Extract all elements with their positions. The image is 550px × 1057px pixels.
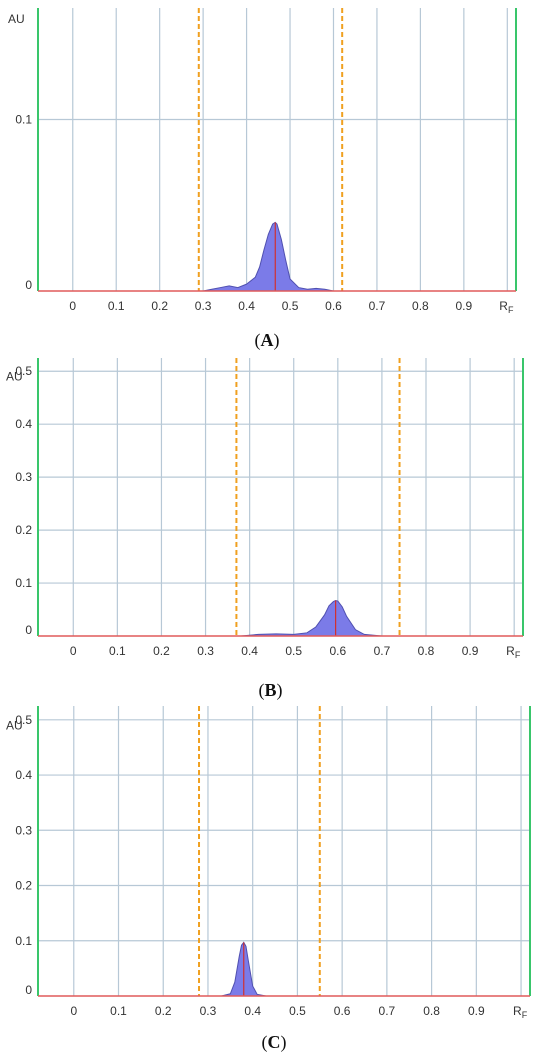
- x-tick-label: 0.5: [282, 299, 299, 313]
- y-tick-label: 0.2: [15, 523, 32, 537]
- x-tick-label: 0: [70, 644, 77, 658]
- chart-panel-c: 0 0.1 0.2 0.3 0.4 0.5 0.6 0.7 0.8 0.9 RF 0 0.1 0.2 0.3…: [6, 706, 531, 1053]
- y-tick-label: 0.5: [15, 713, 32, 727]
- panel-label-letter: A: [261, 330, 274, 350]
- x-axis-unit-label: RF: [499, 299, 514, 315]
- x-axis-unit-subscript: F: [508, 305, 514, 315]
- x-tick-label: 0.2: [155, 1004, 172, 1018]
- x-tick-label: 0.7: [374, 644, 391, 658]
- x-tick-label: 0.5: [285, 644, 302, 658]
- peak-area: [203, 221, 334, 292]
- x-tick-label: 0.9: [468, 1004, 485, 1018]
- y-axis-unit-label: AU: [8, 12, 25, 26]
- panel-label-open-paren: (: [258, 680, 264, 701]
- x-tick-label: 0.4: [241, 644, 258, 658]
- y-tick-label: 0.4: [15, 768, 32, 782]
- x-tick-label: 0: [70, 1004, 77, 1018]
- x-tick-label: 0.7: [369, 299, 386, 313]
- y-tick-label: 0.3: [15, 823, 32, 837]
- x-tick-label: 0.1: [109, 644, 126, 658]
- x-tick-label: 0.3: [195, 299, 212, 313]
- y-tick-label: 0: [25, 623, 32, 637]
- y-tick-label: 0.1: [15, 112, 32, 126]
- x-tick-label: 0.5: [289, 1004, 306, 1018]
- y-tick-label: 0.5: [15, 364, 32, 378]
- x-tick-label: 0.8: [418, 644, 435, 658]
- x-tick-label: 0.8: [423, 1004, 440, 1018]
- x-tick-label: 0.6: [334, 1004, 351, 1018]
- x-tick-label: 0.6: [329, 644, 346, 658]
- x-tick-label: 0.2: [151, 299, 168, 313]
- peak-area: [240, 599, 382, 637]
- x-tick-label: 0.1: [110, 1004, 127, 1018]
- panel-label: (B): [258, 680, 282, 701]
- panel-label-open-paren: (: [255, 330, 261, 351]
- x-axis-unit-label: RF: [513, 1004, 528, 1020]
- x-tick-label: 0.9: [462, 644, 479, 658]
- x-tick-label: 0.9: [456, 299, 473, 313]
- panel-label-close-paren: ): [281, 1032, 287, 1053]
- y-axis-unit-label: AU: [6, 718, 23, 732]
- x-tick-label: 0.1: [108, 299, 125, 313]
- panel-label: (A): [255, 330, 280, 351]
- x-tick-label: 0.4: [244, 1004, 261, 1018]
- y-tick-label: 0.3: [15, 470, 32, 484]
- y-tick-label: 0: [25, 983, 32, 997]
- panel-label: (C): [262, 1032, 287, 1053]
- panel-label-close-paren: ): [274, 330, 280, 351]
- x-tick-label: 0.3: [200, 1004, 217, 1018]
- x-tick-label: 0: [69, 299, 76, 313]
- y-tick-label: 0.1: [15, 934, 32, 948]
- x-axis-unit-subscript: F: [515, 650, 521, 660]
- y-axis-unit-label: AU: [6, 370, 23, 384]
- x-tick-label: 0.4: [238, 299, 255, 313]
- chart-panel-a: 0 0.1 0.2 0.3 0.4 0.5 0.6 0.7 0.8 0.9 RF 0 0.1 AU (A): [8, 8, 517, 351]
- y-tick-label: 0.4: [15, 417, 32, 431]
- x-tick-label: 0.2: [153, 644, 170, 658]
- chart-panel-b: 0 0.1 0.2 0.3 0.4 0.5 0.6 0.7 0.8 0.9 RF 0 0.1 0.2 0.3…: [6, 358, 524, 701]
- y-tick-label: 0.2: [15, 879, 32, 893]
- panel-label-letter: B: [264, 680, 276, 700]
- panel-label-open-paren: (: [262, 1032, 268, 1053]
- x-tick-label: 0.7: [379, 1004, 396, 1018]
- y-tick-label: 0: [25, 278, 32, 292]
- x-tick-label: 0.6: [325, 299, 342, 313]
- panel-label-close-paren: ): [277, 680, 283, 701]
- panel-label-letter: C: [268, 1032, 281, 1052]
- x-tick-label: 0.8: [412, 299, 429, 313]
- x-axis-unit-subscript: F: [522, 1010, 528, 1020]
- x-tick-label: 0.3: [197, 644, 214, 658]
- y-tick-label: 0.1: [15, 576, 32, 590]
- x-axis-unit-label: RF: [506, 644, 521, 660]
